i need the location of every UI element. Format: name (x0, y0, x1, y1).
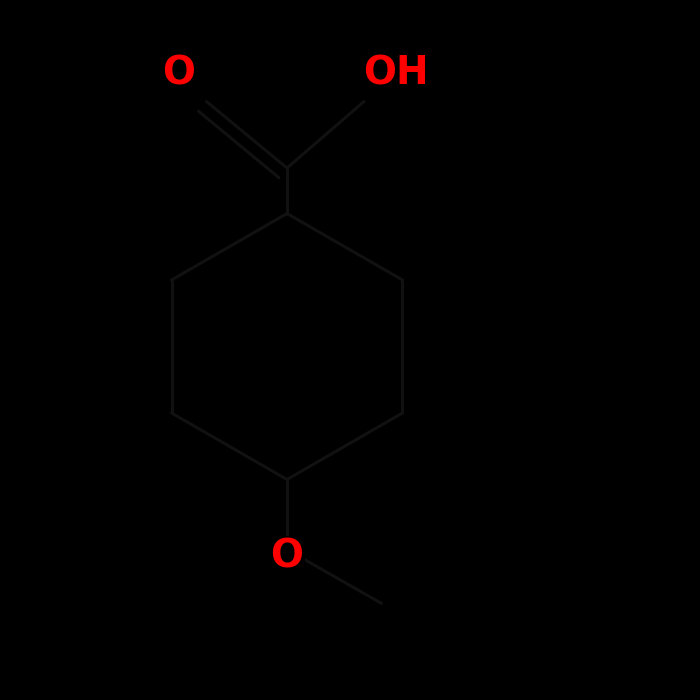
Text: OH: OH (363, 55, 428, 92)
Text: O: O (270, 538, 304, 575)
Text: O: O (162, 55, 195, 92)
